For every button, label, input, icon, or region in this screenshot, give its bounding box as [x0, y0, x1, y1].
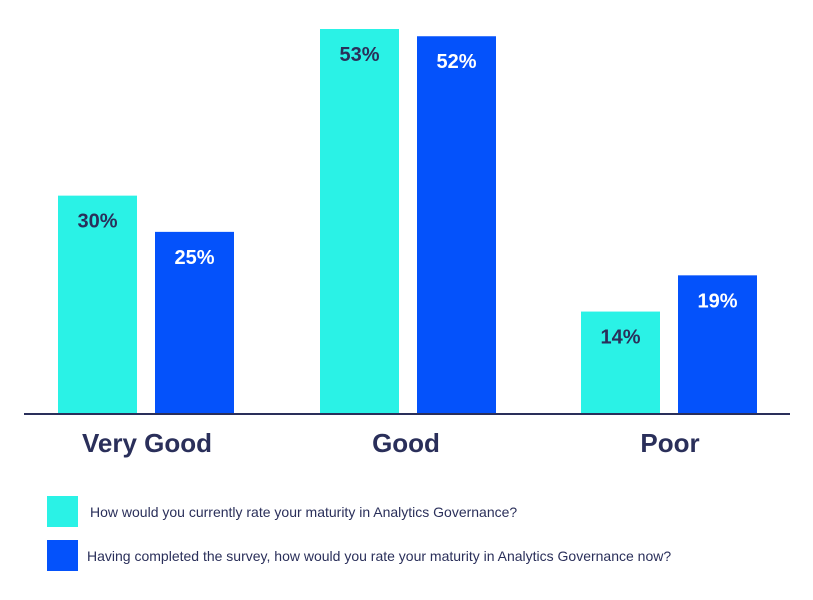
- value-label-poor-current: 14%: [600, 327, 640, 349]
- legend-swatch-after-survey: [47, 540, 78, 571]
- value-label-poor-after-survey: 19%: [697, 290, 737, 312]
- bar-good-after-survey: [417, 36, 496, 414]
- value-label-good-current: 53%: [339, 44, 379, 66]
- category-label-good: Good: [372, 428, 440, 458]
- category-label-very-good: Very Good: [82, 428, 212, 458]
- legend-label-current: How would you currently rate your maturi…: [90, 504, 518, 520]
- bar-poor-current: [581, 311, 660, 413]
- value-label-very-good-after-survey: 25%: [174, 247, 214, 269]
- legend-swatch-current: [47, 496, 78, 527]
- bar-very-good-after-survey: [155, 231, 234, 413]
- legend-label-after-survey: Having completed the survey, how would y…: [87, 548, 672, 564]
- category-label-poor: Poor: [640, 428, 699, 458]
- value-label-very-good-current: 30%: [77, 211, 117, 233]
- bar-very-good-current: [58, 195, 137, 413]
- bar-good-current: [320, 29, 399, 413]
- bar-poor-after-survey: [678, 275, 757, 413]
- value-label-good-after-survey: 52%: [436, 51, 476, 73]
